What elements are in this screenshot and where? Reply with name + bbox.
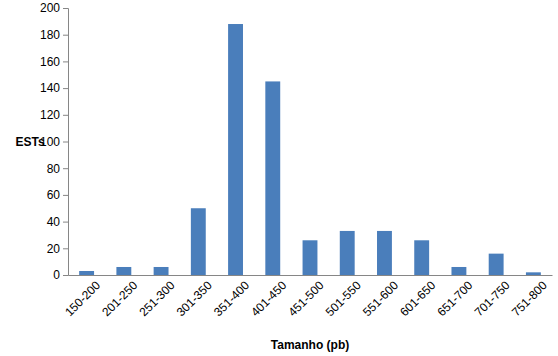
y-tick-label: 20 xyxy=(47,242,61,256)
y-axis-line xyxy=(63,9,69,276)
bar xyxy=(526,272,541,275)
x-tick-label: 601-650 xyxy=(397,278,438,319)
y-tick: 160 xyxy=(40,55,68,69)
x-tick-label: 751-800 xyxy=(509,278,550,319)
y-tick: 140 xyxy=(40,81,68,95)
chart: 020406080100120140160180200150-200201-25… xyxy=(0,0,558,356)
y-tick-mark xyxy=(63,248,68,249)
y-tick-label: 60 xyxy=(47,188,61,202)
bar xyxy=(340,231,355,275)
bar xyxy=(451,267,466,275)
x-tick: 751-800 xyxy=(509,275,550,319)
x-tick: 501-550 xyxy=(323,275,364,319)
y-tick-mark xyxy=(63,61,68,62)
x-tick-label: 451-500 xyxy=(285,278,326,319)
bar xyxy=(191,208,206,275)
y-tick: 0 xyxy=(53,268,68,282)
bar xyxy=(303,240,318,275)
bar xyxy=(414,240,429,275)
x-axis: 150-200201-250251-300301-350351-400401-4… xyxy=(62,275,552,319)
y-tick-mark xyxy=(63,222,68,223)
x-tick-label: 251-300 xyxy=(137,278,178,319)
y-tick: 40 xyxy=(47,215,68,229)
bar xyxy=(79,271,94,275)
x-axis-line xyxy=(69,275,553,276)
y-tick-mark xyxy=(63,35,68,36)
y-tick-mark xyxy=(63,115,68,116)
x-tick: 351-400 xyxy=(211,275,252,319)
x-tick-label: 301-350 xyxy=(174,278,215,319)
y-tick-label: 140 xyxy=(40,81,60,95)
bars xyxy=(79,24,541,275)
x-tick: 251-300 xyxy=(137,275,178,319)
x-tick-label: 351-400 xyxy=(211,278,252,319)
y-tick-mark xyxy=(63,168,68,169)
y-tick-label: 40 xyxy=(47,215,61,229)
x-tick-label: 201-250 xyxy=(99,278,140,319)
y-tick-label: 180 xyxy=(40,28,60,42)
x-tick-label: 651-700 xyxy=(434,278,475,319)
bar xyxy=(116,267,131,275)
y-tick-mark xyxy=(63,275,68,276)
x-axis-title: Tamanho (pb) xyxy=(271,338,349,352)
x-tick-label: 150-200 xyxy=(62,278,103,319)
bar xyxy=(489,254,504,275)
y-tick-mark xyxy=(63,142,68,143)
x-tick: 451-500 xyxy=(285,275,326,319)
x-tick: 601-650 xyxy=(397,275,438,319)
y-tick: 20 xyxy=(47,242,68,256)
y-tick: 180 xyxy=(40,28,68,42)
y-tick: 60 xyxy=(47,188,68,202)
x-tick-label: 551-600 xyxy=(360,278,401,319)
bar xyxy=(154,267,169,275)
y-tick: 200 xyxy=(40,1,68,15)
plot: 020406080100120140160180200150-200201-25… xyxy=(40,1,553,319)
x-tick: 301-350 xyxy=(174,275,215,319)
x-tick: 201-250 xyxy=(99,275,140,319)
x-tick: 651-700 xyxy=(434,275,475,319)
y-tick-label: 0 xyxy=(53,268,60,282)
y-tick-mark xyxy=(63,88,68,89)
y-tick-label: 120 xyxy=(40,108,60,122)
y-tick-mark xyxy=(63,8,68,9)
y-tick-mark xyxy=(63,195,68,196)
bar xyxy=(377,231,392,275)
x-tick: 150-200 xyxy=(62,275,103,319)
y-tick: 80 xyxy=(47,162,68,176)
y-tick-label: 200 xyxy=(40,1,60,15)
x-tick-label: 401-450 xyxy=(248,278,289,319)
x-tick-label: 501-550 xyxy=(323,278,364,319)
y-tick: 120 xyxy=(40,108,68,122)
bar xyxy=(228,24,243,275)
y-tick-label: 80 xyxy=(47,162,61,176)
x-tick-label: 701-750 xyxy=(472,278,513,319)
y-axis-title: ESTs xyxy=(15,135,44,149)
x-tick: 551-600 xyxy=(360,275,401,319)
y-tick-label: 160 xyxy=(40,55,60,69)
bar xyxy=(265,81,280,275)
x-tick: 401-450 xyxy=(248,275,289,319)
x-tick: 701-750 xyxy=(472,275,513,319)
